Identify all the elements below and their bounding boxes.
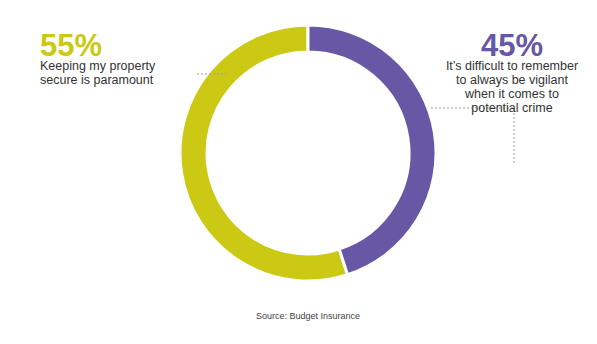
category-label: It’s difficult to remember to always be …: [443, 59, 581, 115]
chart: 55% 45% Source: Budget Insurance: [0, 0, 597, 344]
slice: [308, 25, 436, 275]
leader-line: [197, 74, 226, 75]
source-note: Source: Budget Insurance: [256, 311, 360, 321]
slice: [180, 25, 348, 281]
value-label: 45%: [481, 28, 543, 63]
slices: [180, 25, 436, 281]
leader-line: [431, 108, 514, 164]
category-label: Keeping my property secure is paramount: [40, 59, 180, 87]
value-label: 55%: [40, 28, 102, 63]
